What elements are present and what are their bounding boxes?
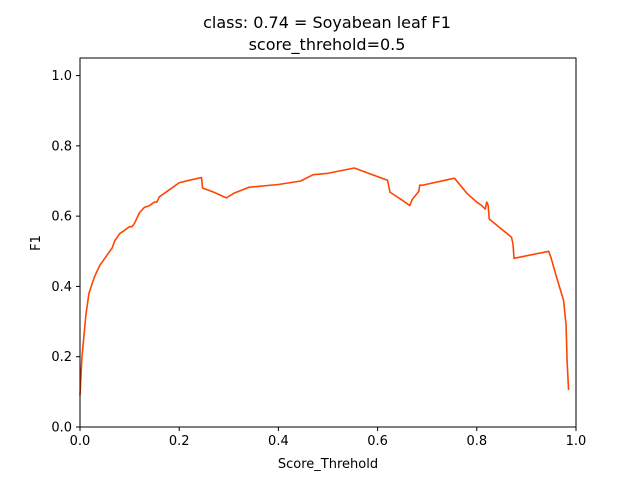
y-axis: 0.0 0.2 0.4 0.6 0.8 1.0: [51, 69, 80, 436]
plot-background: [80, 58, 576, 427]
x-tick-label: 0.4: [268, 434, 289, 449]
x-tick-label: 1.0: [566, 434, 587, 449]
x-axis-label: Score_Threhold: [278, 457, 378, 472]
y-tick-label: 0.4: [51, 280, 72, 295]
chart-title: class: 0.74 = Soyabean leaf F1: [203, 13, 451, 32]
x-tick-label: 0.2: [169, 434, 190, 449]
x-axis: 0.0 0.2 0.4 0.6 0.8 1.0: [70, 427, 587, 449]
x-tick-label: 0.0: [70, 434, 91, 449]
chart-subtitle: score_threhold=0.5: [249, 35, 406, 55]
y-tick-label: 0.6: [51, 210, 72, 225]
plot-area: [80, 58, 576, 427]
y-tick-label: 0.8: [51, 139, 72, 154]
series-layer: [79, 167, 570, 396]
y-axis-label: F1: [29, 235, 44, 251]
x-tick-label: 0.6: [367, 434, 388, 449]
y-tick-label: 0.0: [51, 421, 72, 436]
plot-frame: [79, 57, 577, 428]
y-tick-label: 0.2: [51, 350, 72, 365]
y-tick-label: 1.0: [51, 69, 72, 84]
series-line-0: [79, 167, 570, 396]
x-tick-label: 0.8: [466, 434, 487, 449]
